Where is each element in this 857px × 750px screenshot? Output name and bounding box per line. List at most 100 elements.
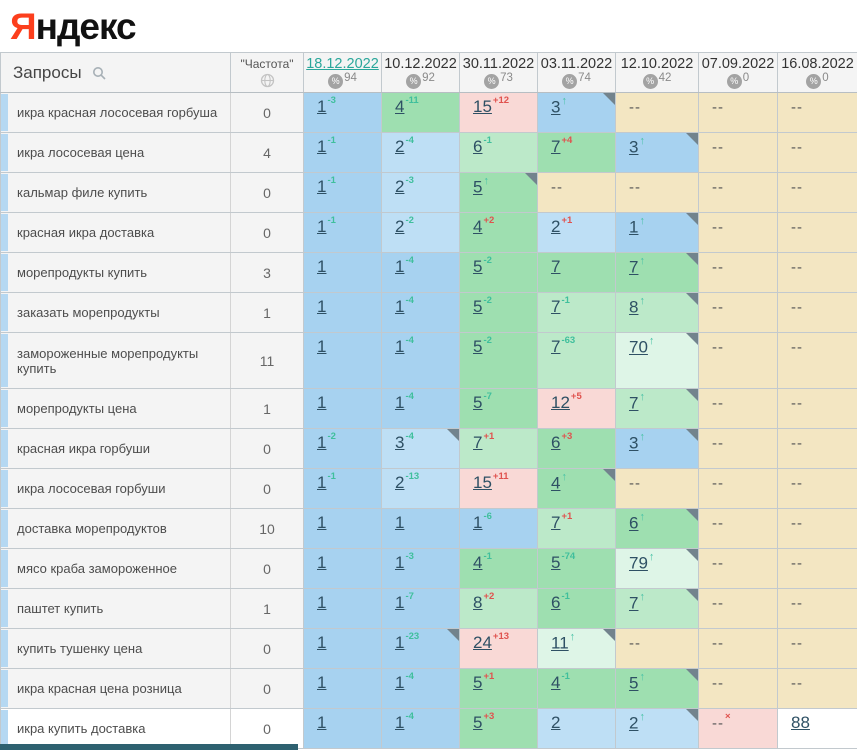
date-link[interactable]: 12.10.2022 xyxy=(620,55,694,72)
frequency-column-header[interactable]: "Частота" xyxy=(230,52,304,93)
position-link[interactable]: 1 xyxy=(317,217,327,236)
query-cell[interactable]: икра лососевая цена xyxy=(0,132,231,173)
position-link[interactable]: 2 xyxy=(551,217,561,236)
query-cell[interactable]: кальмар филе купить xyxy=(0,172,231,213)
position-link[interactable]: 1 xyxy=(395,553,405,572)
position-link[interactable]: 1 xyxy=(395,337,405,356)
position-link[interactable]: 1 xyxy=(317,297,327,316)
query-cell[interactable]: икра красная цена розница xyxy=(0,668,231,709)
position-link[interactable]: 5 xyxy=(473,257,483,276)
position-link[interactable]: 4 xyxy=(551,673,561,692)
position-link[interactable]: 3 xyxy=(629,433,639,453)
position-link[interactable]: 6 xyxy=(629,513,639,533)
position-link[interactable]: 1 xyxy=(395,393,405,412)
position-link[interactable]: 6 xyxy=(551,433,561,452)
date-link[interactable]: 03.11.2022 xyxy=(540,55,613,72)
query-cell[interactable]: красная икра доставка xyxy=(0,212,231,253)
position-link[interactable]: 1 xyxy=(395,593,405,612)
search-icon[interactable] xyxy=(92,66,106,80)
query-cell[interactable]: икра лососевая горбуши xyxy=(0,468,231,509)
position-link[interactable]: 5 xyxy=(473,297,483,316)
position-link[interactable]: 6 xyxy=(551,593,561,612)
position-link[interactable]: 1 xyxy=(629,217,639,237)
position-link[interactable]: 1 xyxy=(317,633,327,652)
position-link[interactable]: 7 xyxy=(629,393,639,413)
query-cell[interactable]: доставка морепродуктов xyxy=(0,508,231,549)
position-link[interactable]: 2 xyxy=(395,217,405,236)
position-link[interactable]: 2 xyxy=(395,177,405,196)
query-cell[interactable]: заказать морепродукты xyxy=(0,292,231,333)
position-link[interactable]: 7 xyxy=(551,137,561,156)
query-cell[interactable]: икра купить доставка xyxy=(0,708,231,749)
position-link[interactable]: 3 xyxy=(395,433,405,452)
position-link[interactable]: 1 xyxy=(317,257,327,276)
position-link[interactable]: 1 xyxy=(317,393,327,412)
position-link[interactable]: 8 xyxy=(629,297,639,317)
query-cell[interactable]: паштет купить xyxy=(0,588,231,629)
position-link[interactable]: 8 xyxy=(473,593,483,612)
position-link[interactable]: 7 xyxy=(629,257,639,277)
date-link[interactable]: 16.08.2022 xyxy=(781,55,854,72)
query-cell[interactable]: морепродукты цена xyxy=(0,388,231,429)
position-link[interactable]: 1 xyxy=(317,433,327,452)
position-link[interactable]: 5 xyxy=(551,553,561,572)
position-link[interactable]: 15 xyxy=(473,97,492,116)
position-link[interactable]: 3 xyxy=(629,137,639,157)
position-link[interactable]: 1 xyxy=(317,177,327,196)
position-link[interactable]: 7 xyxy=(473,433,483,452)
position-link[interactable]: 11 xyxy=(551,633,569,653)
position-link[interactable]: 1 xyxy=(317,137,327,156)
position-link[interactable]: 4 xyxy=(395,97,405,116)
position-link[interactable]: 2 xyxy=(551,713,561,732)
position-link[interactable]: 1 xyxy=(395,673,405,692)
position-link[interactable]: 1 xyxy=(317,97,327,116)
position-link[interactable]: 70 xyxy=(629,337,648,357)
position-link[interactable]: 6 xyxy=(473,137,483,156)
position-link[interactable]: 2 xyxy=(395,473,405,492)
position-link[interactable]: 1 xyxy=(473,513,483,532)
position-link[interactable]: 5 xyxy=(473,393,483,412)
query-cell[interactable]: красная икра горбуши xyxy=(0,428,231,469)
date-link[interactable]: 07.09.2022 xyxy=(701,55,775,72)
position-link[interactable]: 79 xyxy=(629,553,648,573)
position-link[interactable]: 2 xyxy=(629,713,639,733)
position-link[interactable]: 15 xyxy=(473,473,492,492)
position-link[interactable]: 1 xyxy=(317,673,327,692)
position-link[interactable]: 1 xyxy=(395,513,405,532)
query-cell[interactable]: морепродукты купить xyxy=(0,252,231,293)
horizontal-scrollbar-thumb[interactable] xyxy=(0,744,298,750)
position-link[interactable]: 12 xyxy=(551,393,570,412)
query-cell[interactable]: мясо краба замороженное xyxy=(0,548,231,589)
position-link[interactable]: 5 xyxy=(629,673,639,693)
position-link[interactable]: 1 xyxy=(395,257,405,276)
date-link[interactable]: 10.12.2022 xyxy=(384,55,457,72)
position-link[interactable]: 1 xyxy=(317,713,327,732)
position-link[interactable]: 7 xyxy=(551,297,561,316)
position-link[interactable]: 2 xyxy=(395,137,405,156)
position-link[interactable]: 4 xyxy=(473,553,483,572)
position-link[interactable]: 7 xyxy=(551,337,561,356)
position-link[interactable]: 5 xyxy=(473,673,483,692)
position-link[interactable]: 3 xyxy=(551,97,561,117)
position-link[interactable]: 4 xyxy=(473,217,483,236)
position-link[interactable]: 5 xyxy=(473,337,483,356)
queries-column-header[interactable]: Запросы xyxy=(0,52,231,93)
position-link[interactable]: 4 xyxy=(551,473,561,493)
position-link[interactable]: 1 xyxy=(395,713,405,732)
query-cell[interactable]: замороженные морепродукты купить xyxy=(0,332,231,389)
query-cell[interactable]: икра красная лососевая горбуша xyxy=(0,92,231,133)
position-link[interactable]: 24 xyxy=(473,633,492,652)
position-link[interactable]: 1 xyxy=(317,593,327,612)
position-link[interactable]: 1 xyxy=(317,337,327,356)
query-cell[interactable]: купить тушенку цена xyxy=(0,628,231,669)
position-link[interactable]: 1 xyxy=(395,297,405,316)
position-link[interactable]: 7 xyxy=(551,257,561,276)
position-link[interactable]: 1 xyxy=(317,473,327,492)
position-link[interactable]: 7 xyxy=(629,593,639,613)
date-link[interactable]: 18.12.2022 xyxy=(306,55,379,72)
position-link[interactable]: 88 xyxy=(791,713,810,732)
position-link[interactable]: 1 xyxy=(395,633,405,652)
position-link[interactable]: 1 xyxy=(317,513,327,532)
position-link[interactable]: 1 xyxy=(317,553,327,572)
position-link[interactable]: 5 xyxy=(473,177,483,197)
